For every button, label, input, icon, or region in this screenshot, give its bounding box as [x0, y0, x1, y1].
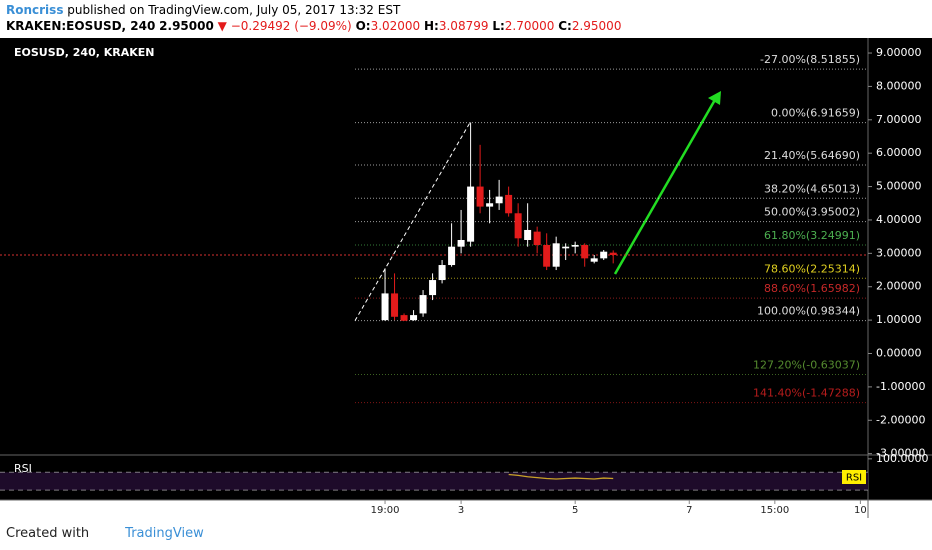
candle-body: [419, 295, 427, 314]
c-label: C:: [558, 19, 572, 33]
rsi-tick-label: 100.0000: [876, 452, 929, 465]
fib-label: 38.20%(4.65013): [764, 182, 860, 195]
rsi-title: RSI: [14, 462, 32, 475]
rsi-band: [0, 472, 868, 491]
x-tick-label: 7: [686, 505, 692, 516]
candle-body: [552, 243, 560, 267]
symbol: KRAKEN:EOSUSD, 240: [6, 19, 156, 33]
x-tick-label: 10: [854, 505, 867, 516]
candle-body: [543, 244, 551, 267]
arrow-head: [708, 91, 721, 105]
chart-bg: [0, 38, 932, 500]
candle-body: [467, 186, 475, 242]
candle-body: [533, 231, 541, 245]
x-tick-label: 15:00: [760, 505, 789, 516]
candle-body: [438, 265, 446, 281]
candle-body: [600, 251, 608, 259]
candle-body: [448, 246, 456, 266]
candle-body: [581, 244, 589, 259]
fib-label: 21.40%(5.64690): [764, 149, 860, 162]
y-tick-label: 6.00000: [876, 146, 922, 159]
header: Roncriss published on TradingView.com, J…: [6, 2, 621, 34]
y-tick-label: 3.00000: [876, 246, 922, 259]
candle-body: [381, 293, 389, 321]
y-tick-label: -3.00000: [876, 447, 925, 460]
candle-body: [562, 246, 570, 249]
h: 3.08799: [438, 19, 489, 33]
h-label: H:: [424, 19, 439, 33]
l-label: L:: [492, 19, 505, 33]
footer: Created with TradingView: [6, 526, 204, 541]
y-tick-label: -1.00000: [876, 380, 925, 393]
candle-body: [410, 315, 418, 321]
o-label: O:: [355, 19, 371, 33]
candle-body: [571, 244, 579, 247]
rsi-badge: RSI: [846, 473, 862, 484]
y-tick-label: 5.00000: [876, 180, 922, 193]
candle-body: [505, 194, 513, 214]
fib-label: 100.00%(0.98344): [757, 305, 860, 318]
author[interactable]: Roncriss: [6, 3, 64, 17]
fib-label: 50.00%(3.95002): [764, 206, 860, 219]
published: published on TradingView.com, July 05, 2…: [67, 3, 401, 17]
chart: EOSUSD, 240, KRAKEN 9.00000 8.00000 7.0000…: [0, 38, 932, 520]
rsi-badge-bg: [842, 470, 866, 484]
last: 2.95000: [159, 19, 214, 33]
x-tick-label: 3: [458, 505, 464, 516]
fib-label: 141.40%(-1.47288): [753, 387, 860, 400]
y-tick-label: 2.00000: [876, 280, 922, 293]
candle-body: [457, 239, 465, 247]
brand[interactable]: TradingView: [125, 526, 204, 541]
candle-body: [400, 315, 408, 321]
candle-body: [590, 258, 598, 262]
candle-body: [514, 213, 522, 239]
candle-body: [476, 186, 484, 207]
candle-body: [495, 196, 503, 204]
y-tick-label: 1.00000: [876, 313, 922, 326]
candle-body: [429, 280, 437, 296]
created: Created with: [6, 526, 90, 541]
candle-body: [391, 293, 399, 317]
x-tick-label: 5: [572, 505, 578, 516]
fib-label: 88.60%(1.65982): [764, 282, 860, 295]
candle-body: [609, 252, 617, 256]
y-tick-label: 4.00000: [876, 213, 922, 226]
time-axis-bg: [0, 500, 932, 520]
fib-label: 61.80%(3.24991): [764, 229, 860, 242]
candle-body: [486, 203, 494, 207]
rsi-line: [508, 473, 614, 480]
fib-label: 0.00%(6.91659): [771, 107, 860, 120]
chart-title: EOSUSD, 240, KRAKEN: [14, 46, 155, 59]
y-tick-label: -2.00000: [876, 413, 925, 426]
candle-body: [524, 229, 532, 240]
c: 2.95000: [571, 19, 622, 33]
fib-label: -27.00%(8.51855): [760, 53, 860, 66]
o: 3.02000: [370, 19, 421, 33]
y-tick-label: 9.00000: [876, 46, 922, 59]
fib-label: 78.60%(2.25314): [764, 262, 860, 275]
l: 2.70000: [504, 19, 555, 33]
change: ▼ −0.29492 (−9.09%): [217, 19, 352, 33]
fib-label: 127.20%(-0.63037): [753, 359, 860, 372]
x-tick-label: 19:00: [371, 505, 400, 516]
y-tick-label: 8.00000: [876, 79, 922, 92]
y-tick-label: 0.00000: [876, 347, 922, 360]
trend-line: [354, 122, 471, 321]
y-tick-label: 7.00000: [876, 113, 922, 126]
